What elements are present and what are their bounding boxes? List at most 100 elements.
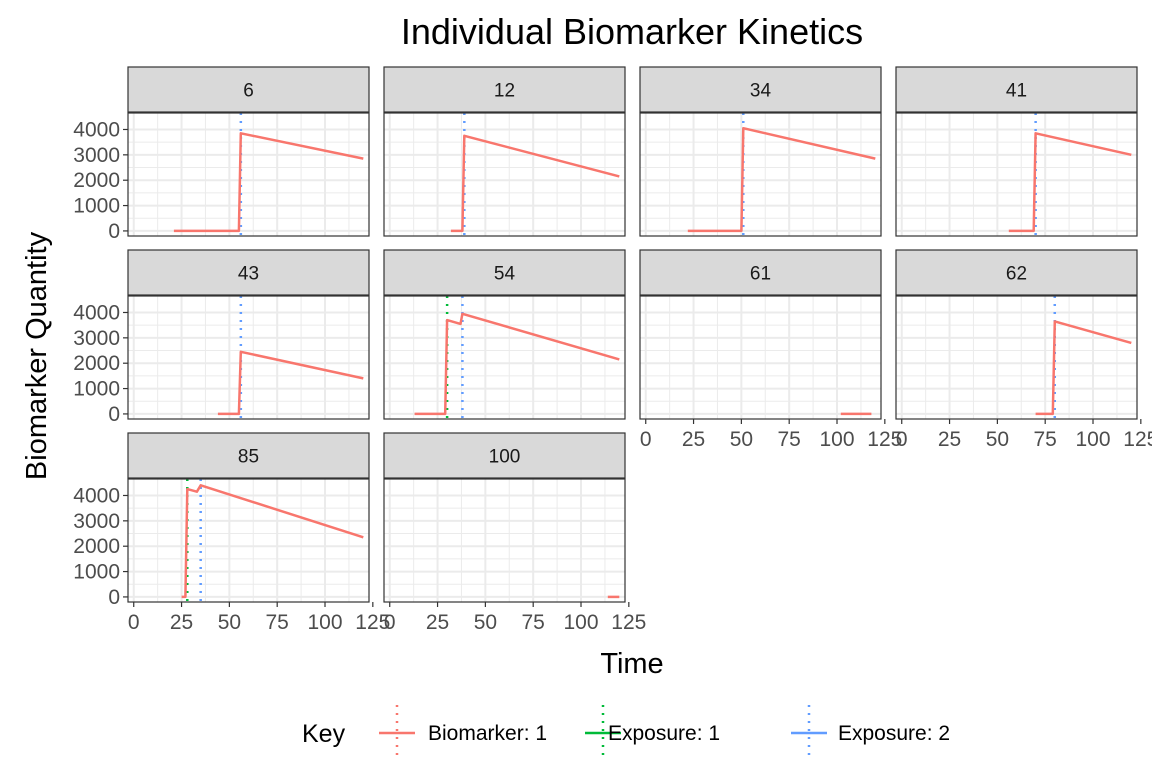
facet-strip-label: 6 [243, 81, 254, 102]
y-tick-label: 4000 [73, 118, 120, 141]
facet-panel: 12 [383, 66, 626, 237]
facet-panel: 62 0 25 50 75 100 125 [895, 249, 1152, 451]
x-tick-label: 125 [355, 611, 390, 634]
x-tick-label: 0 [384, 611, 396, 634]
panel-background [128, 479, 369, 602]
panel-border [127, 295, 370, 420]
facet-strip-label: 54 [494, 264, 516, 285]
legend: Key Biomarker: 1 Exposure: 1 Exposure: 2 [302, 705, 950, 761]
x-tick-label: 50 [730, 428, 753, 451]
facet-panel: 54 [383, 249, 626, 420]
legend-entries: Biomarker: 1 Exposure: 1 Exposure: 2 [379, 705, 950, 761]
y-tick-label: 1000 [73, 195, 120, 218]
facet-strip [895, 249, 1138, 296]
legend-entry: Exposure: 2 [791, 705, 950, 761]
facet-panel: 100 0 25 50 75 100 125 [383, 432, 646, 634]
facet-strip [383, 66, 626, 113]
y-tick-label: 3000 [73, 327, 120, 350]
panel-border [383, 112, 626, 237]
facet-strip-label: 34 [750, 81, 772, 102]
x-tick-label: 25 [426, 611, 449, 634]
panel-border [895, 112, 1138, 237]
x-tick-label: 100 [819, 428, 854, 451]
facet-strip [639, 249, 882, 296]
y-tick-label: 3000 [73, 144, 120, 167]
facet-panel: 41 [895, 66, 1138, 237]
biomarker-line [217, 350, 364, 416]
x-tick-label: 75 [266, 611, 289, 634]
legend-entry: Biomarker: 1 [379, 705, 547, 761]
panel-border [127, 478, 370, 603]
legend-title: Key [302, 720, 346, 748]
x-tick-label: 75 [1034, 428, 1057, 451]
y-tick-label: 1000 [73, 561, 120, 584]
x-tick-label: 100 [307, 611, 342, 634]
x-tick-label: 25 [938, 428, 961, 451]
x-tick-label: 25 [682, 428, 705, 451]
panel-border [383, 478, 626, 603]
x-tick-label: 0 [896, 428, 908, 451]
panel-border [639, 295, 882, 420]
panel-background [384, 479, 625, 602]
facet-panel: 34 [639, 66, 882, 237]
biomarker-line [1035, 320, 1132, 416]
facet-strip-label: 41 [1006, 81, 1027, 102]
facet-strip [383, 249, 626, 296]
facet-strip-label: 12 [494, 81, 515, 102]
panel-border [895, 295, 1138, 420]
panel-background [384, 113, 625, 236]
y-tick-label: 3000 [73, 510, 120, 533]
x-tick-label: 75 [778, 428, 801, 451]
facet-strip-label: 61 [750, 264, 771, 285]
facet-strip [895, 66, 1138, 113]
biomarker-line [1008, 132, 1132, 233]
x-tick-label: 50 [218, 611, 241, 634]
panel-background [896, 296, 1137, 419]
x-axis-label: Time [600, 648, 663, 680]
panel-background [384, 296, 625, 419]
x-tick-label: 125 [1123, 428, 1152, 451]
panel-background [128, 296, 369, 419]
biomarker-line [414, 312, 620, 416]
biomarker-line [687, 126, 876, 233]
legend-entry-label: Exposure: 2 [838, 722, 950, 745]
y-axis-label: Biomarker Quantity [21, 231, 53, 480]
x-tick-label: 50 [986, 428, 1009, 451]
legend-entry: Exposure: 1 [585, 705, 720, 761]
x-tick-label: 100 [1075, 428, 1110, 451]
x-tick-label: 75 [522, 611, 545, 634]
facet-strip [127, 249, 370, 296]
panel-background [896, 113, 1137, 236]
y-tick-label: 4000 [73, 484, 120, 507]
x-tick-label: 0 [128, 611, 140, 634]
y-tick-label: 2000 [73, 169, 120, 192]
biomarker-line [181, 484, 364, 599]
panel-background [128, 113, 369, 236]
x-tick-label: 125 [867, 428, 902, 451]
facet-strip [383, 432, 626, 479]
panel-background [640, 113, 881, 236]
chart-title: Individual Biomarker Kinetics [401, 11, 863, 52]
y-tick-label: 1000 [73, 378, 120, 401]
panel-background [640, 296, 881, 419]
biomarker-line [173, 132, 364, 233]
y-tick-label: 0 [108, 220, 120, 243]
x-tick-label: 125 [611, 611, 646, 634]
x-tick-label: 100 [563, 611, 598, 634]
facet-strip-label: 43 [238, 264, 259, 285]
x-tick-label: 0 [640, 428, 652, 451]
panel-border [127, 112, 370, 237]
y-tick-label: 4000 [73, 301, 120, 324]
facet-strip-label: 62 [1006, 264, 1027, 285]
panel-border [639, 112, 882, 237]
panel-border [383, 295, 626, 420]
facet-strip [127, 432, 370, 479]
facet-strip [639, 66, 882, 113]
y-tick-label: 0 [108, 403, 120, 426]
legend-entry-label: Exposure: 1 [608, 722, 720, 745]
y-tick-label: 2000 [73, 535, 120, 558]
